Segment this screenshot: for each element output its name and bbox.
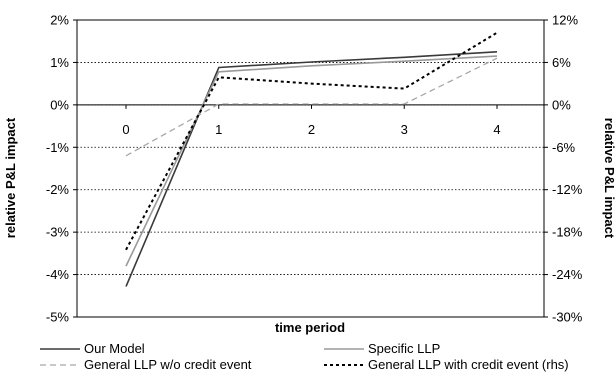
series-line-3 (125, 57, 498, 157)
right-tick-label: 6% (552, 55, 571, 70)
left-axis-title: relative P&L impact (3, 117, 18, 238)
legend-label: Our Model (84, 341, 145, 356)
series-line-2 (125, 55, 498, 267)
x-tick-label: 3 (401, 122, 408, 137)
right-tick-label: -12% (552, 182, 583, 197)
x-tick-label: 4 (493, 122, 500, 137)
right-tick-label: 12% (552, 13, 578, 28)
left-tick-label: -3% (46, 225, 70, 240)
right-axis-title: relative P&L impact (602, 118, 616, 239)
x-tick-label: 0 (122, 122, 129, 137)
right-tick-label: -18% (552, 225, 583, 240)
x-axis-title: time period (275, 320, 345, 335)
right-tick-label: -24% (552, 267, 583, 282)
left-tick-label: 0% (50, 97, 69, 112)
series-line-4 (125, 31, 498, 251)
series-line-1 (125, 51, 498, 287)
legend-label: Specific LLP (368, 341, 440, 356)
right-tick-label: -6% (552, 140, 576, 155)
series-lines (125, 31, 498, 287)
right-tick-label: -30% (552, 310, 583, 325)
legend-label: General LLP with credit event (rhs) (368, 357, 569, 372)
right-tick-label: 0% (552, 97, 571, 112)
right-axis-ticks: 12% 6% 0% -6% -12% -18% -24% -30% (544, 13, 583, 325)
axes (76, 19, 545, 318)
left-tick-label: -2% (46, 182, 70, 197)
legend: Our Model Specific LLP General LLP w/o cre… (40, 341, 569, 372)
left-tick-label: 2% (50, 13, 69, 28)
left-tick-label: -1% (46, 140, 70, 155)
x-axis-ticks: 0 1 2 3 4 (122, 104, 501, 137)
legend-label: General LLP w/o credit event (84, 357, 252, 372)
gridlines (77, 62, 544, 275)
left-axis-ticks: 2% 1% 0% -1% -2% -3% -4% -5% (46, 13, 77, 325)
x-tick-label: 1 (215, 122, 222, 137)
left-tick-label: -5% (46, 310, 70, 325)
x-tick-label: 2 (308, 122, 315, 137)
left-tick-label: -4% (46, 267, 70, 282)
left-tick-label: 1% (50, 55, 69, 70)
